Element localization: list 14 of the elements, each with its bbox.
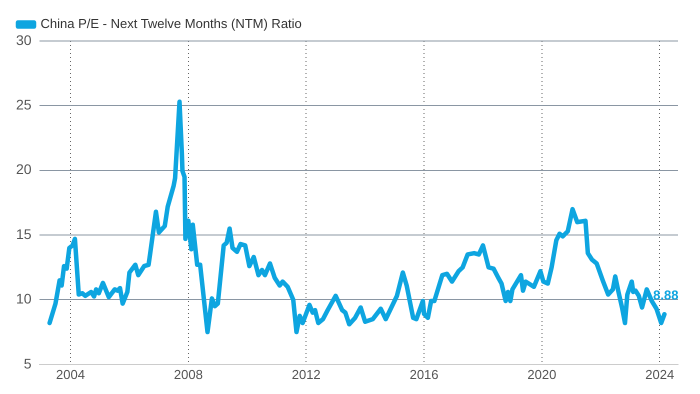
y-tick-label: 20 xyxy=(16,161,32,178)
legend-label: China P/E - Next Twelve Months (NTM) Ratio xyxy=(40,16,302,32)
x-tick-label: 2016 xyxy=(410,366,439,382)
y-tick-label: 10 xyxy=(16,290,32,307)
annotation: 8.88 xyxy=(653,287,678,302)
x-tick-label: 2008 xyxy=(174,366,203,382)
y-tick-label: 25 xyxy=(16,96,32,113)
x-tick-label: 2024 xyxy=(645,366,674,382)
y-tick-label: 5 xyxy=(24,355,32,372)
x-tick-label: 2020 xyxy=(527,366,556,382)
y-tick-label: 30 xyxy=(16,32,32,48)
x-tick-label: 2004 xyxy=(56,366,85,382)
x-tick-label: 2012 xyxy=(292,366,321,382)
y-tick-label: 15 xyxy=(16,226,32,242)
